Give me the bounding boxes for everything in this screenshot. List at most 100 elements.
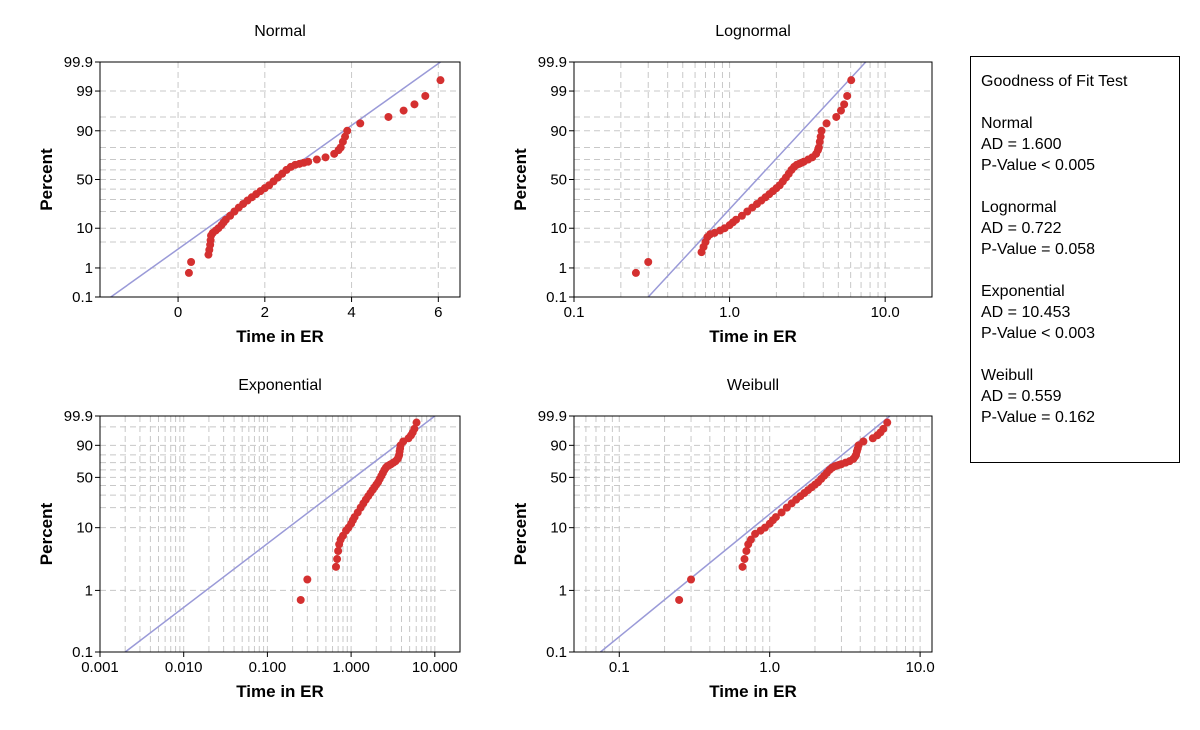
plot-frame [99, 415, 461, 653]
data-point [883, 418, 892, 427]
data-point [738, 562, 747, 571]
chart-weibull: 0.1 1 10 50 90 99.9 0.1 1.0 10.0 Weibull Time in E… [511, 377, 935, 701]
legend-dist-name: Lognormal [981, 199, 1057, 216]
legend-p-value: P-Value < 0.005 [981, 157, 1096, 174]
data-point [412, 418, 421, 427]
data-point [746, 535, 755, 544]
fit-line [600, 416, 891, 652]
data-point [303, 575, 312, 584]
y-tick-label: 50 [550, 172, 567, 189]
y-tick-label: 90 [550, 123, 567, 140]
data-point [436, 76, 445, 85]
y-tick-label: 90 [76, 437, 93, 454]
data-point [675, 595, 684, 604]
y-tick-label: 1 [85, 582, 93, 599]
data-point [771, 513, 780, 522]
data-point [737, 211, 746, 220]
data-point [840, 100, 849, 109]
x-axis-label: Time in ER [236, 327, 324, 346]
data-point [343, 126, 352, 135]
data-point [331, 562, 340, 571]
x-tick-label: 1.0 [719, 304, 740, 321]
legend-ad-value: AD = 1.600 [981, 136, 1062, 153]
data-point [843, 91, 852, 100]
x-tick-label: 1.0 [759, 659, 780, 676]
y-tick-label: 1 [559, 582, 567, 599]
data-point [296, 595, 305, 604]
chart-title: Lognormal [715, 23, 791, 40]
data-point [644, 258, 653, 267]
y-tick-label: 99.9 [538, 408, 567, 425]
x-tick-label: 10.0 [905, 659, 934, 676]
data-point [742, 547, 751, 556]
fit-line [647, 62, 867, 297]
y-tick-label: 10 [76, 520, 93, 537]
chart-lognormal: 0.1 1 10 50 90 99 99.9 0.1 1.0 10.0 Lognormal Time … [511, 23, 933, 346]
data-point [184, 268, 193, 277]
legend-ad-value: AD = 0.722 [981, 220, 1062, 237]
data-point [312, 155, 321, 164]
y-tick-label: 99.9 [64, 408, 93, 425]
legend-dist-name: Weibull [981, 367, 1034, 384]
legend-dist-name: Normal [981, 115, 1033, 132]
x-tick-label: 0.1 [564, 304, 585, 321]
chart-title: Weibull [727, 377, 779, 394]
x-tick-label: 1.000 [332, 659, 370, 676]
data-point [859, 437, 868, 446]
legend-dist-name: Exponential [981, 283, 1065, 300]
data-point [334, 547, 343, 556]
y-tick-label: 0.1 [546, 644, 567, 661]
goodness-of-fit-legend: Goodness of Fit Test Normal AD = 1.600 P… [970, 56, 1180, 463]
x-tick-label: 2 [261, 304, 269, 321]
x-axis-label: Time in ER [236, 682, 324, 701]
data-point [333, 555, 342, 564]
chart-normal: 0.1 1 10 50 90 99 99.9 0 2 4 6 Normal Time in ER Perc… [37, 23, 461, 346]
data-point [410, 100, 419, 109]
data-point [817, 126, 826, 135]
fit-line [124, 416, 436, 652]
data-point [822, 119, 831, 128]
y-tick-label: 99 [76, 83, 93, 100]
y-axis-label: Percent [511, 502, 530, 565]
legend-group-exponential: Exponential AD = 10.453 P-Value < 0.003 [981, 281, 1179, 344]
data-point [816, 132, 825, 141]
data-point [687, 575, 696, 584]
data-point [384, 112, 393, 121]
data-point [836, 106, 845, 115]
legend-title: Goodness of Fit Test [981, 73, 1128, 90]
data-point [187, 258, 196, 267]
data-point [631, 268, 640, 277]
y-tick-label: 99 [550, 83, 567, 100]
probability-plots: 0.1 1 10 50 90 99 99.9 0 2 4 6 Normal Time in ER Perc… [37, 23, 935, 701]
y-tick-label: 90 [550, 437, 567, 454]
data-point [321, 153, 330, 162]
y-axis-label: Percent [511, 148, 530, 211]
x-tick-label: 10.0 [871, 304, 900, 321]
y-axis-label: Percent [37, 502, 56, 565]
y-tick-label: 0.1 [72, 289, 93, 306]
y-tick-label: 90 [76, 123, 93, 140]
x-axis-label: Time in ER [709, 327, 797, 346]
y-tick-label: 10 [550, 220, 567, 237]
y-tick-label: 1 [85, 260, 93, 277]
data-points [631, 76, 856, 277]
y-tick-label: 0.1 [72, 644, 93, 661]
legend-group-weibull: Weibull AD = 0.559 P-Value = 0.162 [981, 365, 1179, 428]
y-tick-label: 10 [550, 520, 567, 537]
x-tick-label: 0.1 [609, 659, 630, 676]
x-tick-label: 0.010 [165, 659, 203, 676]
x-tick-label: 0 [174, 304, 182, 321]
data-point [832, 112, 841, 121]
data-point [421, 91, 430, 100]
chart-title: Normal [254, 23, 306, 40]
x-axis-label: Time in ER [709, 682, 797, 701]
y-tick-label: 99.9 [538, 54, 567, 71]
legend-group-lognormal: Lognormal AD = 0.722 P-Value = 0.058 [981, 197, 1179, 260]
y-tick-label: 50 [550, 469, 567, 486]
legend-p-value: P-Value < 0.003 [981, 325, 1096, 342]
x-tick-label: 0.001 [81, 659, 119, 676]
y-tick-label: 50 [76, 172, 93, 189]
grid [574, 62, 932, 297]
data-point [732, 215, 741, 224]
data-point [777, 508, 786, 517]
